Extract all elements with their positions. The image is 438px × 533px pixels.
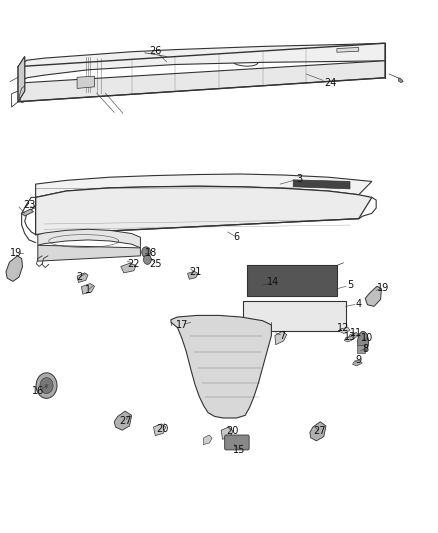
Text: 18: 18 [145, 248, 157, 258]
Polygon shape [114, 411, 132, 430]
FancyBboxPatch shape [243, 301, 346, 332]
Polygon shape [365, 286, 381, 306]
Circle shape [142, 247, 150, 257]
Polygon shape [171, 316, 272, 418]
Polygon shape [77, 76, 95, 88]
Text: 4: 4 [356, 298, 362, 309]
Text: 10: 10 [361, 333, 374, 343]
Polygon shape [35, 186, 372, 235]
Text: 21: 21 [189, 267, 201, 277]
Polygon shape [21, 209, 33, 216]
Polygon shape [18, 61, 385, 102]
Text: 27: 27 [313, 426, 326, 437]
Text: 3: 3 [297, 174, 303, 184]
Polygon shape [38, 229, 141, 248]
FancyBboxPatch shape [247, 265, 337, 296]
Polygon shape [6, 256, 22, 281]
Polygon shape [310, 422, 326, 441]
Polygon shape [45, 384, 48, 389]
Text: 19: 19 [10, 248, 22, 258]
Text: 12: 12 [337, 322, 350, 333]
FancyBboxPatch shape [127, 249, 138, 254]
Text: 11: 11 [350, 328, 363, 338]
Polygon shape [399, 78, 403, 83]
Polygon shape [344, 336, 353, 342]
Text: 6: 6 [233, 232, 240, 243]
Text: 5: 5 [347, 280, 353, 290]
Polygon shape [18, 43, 385, 83]
Text: 25: 25 [149, 259, 162, 269]
Text: 23: 23 [23, 200, 35, 211]
Polygon shape [353, 360, 362, 366]
Polygon shape [203, 435, 212, 445]
Text: 27: 27 [119, 416, 131, 426]
Text: 13: 13 [344, 332, 356, 342]
Text: 20: 20 [156, 424, 169, 434]
FancyBboxPatch shape [106, 249, 117, 254]
Circle shape [144, 255, 151, 264]
Text: 2: 2 [76, 272, 82, 282]
Polygon shape [221, 427, 233, 439]
Text: 14: 14 [268, 278, 280, 287]
Text: 17: 17 [176, 320, 188, 330]
Text: 7: 7 [279, 330, 286, 341]
Text: 8: 8 [362, 344, 368, 354]
Polygon shape [81, 284, 95, 294]
Text: 20: 20 [226, 426, 238, 437]
Polygon shape [337, 47, 359, 52]
Polygon shape [35, 174, 372, 197]
FancyBboxPatch shape [279, 310, 301, 324]
Polygon shape [187, 271, 198, 279]
Polygon shape [121, 263, 136, 273]
Polygon shape [275, 332, 287, 345]
Polygon shape [77, 273, 88, 282]
Text: 24: 24 [324, 78, 336, 88]
Text: 1: 1 [85, 286, 91, 295]
Text: 16: 16 [32, 386, 44, 397]
FancyBboxPatch shape [53, 249, 64, 254]
Polygon shape [38, 245, 141, 261]
Ellipse shape [357, 332, 368, 353]
FancyBboxPatch shape [250, 306, 339, 326]
FancyBboxPatch shape [225, 435, 249, 450]
Text: 26: 26 [149, 46, 162, 56]
Text: 19: 19 [377, 283, 389, 293]
Polygon shape [153, 424, 166, 435]
Polygon shape [18, 56, 25, 102]
Circle shape [36, 373, 57, 398]
Text: 22: 22 [127, 259, 140, 269]
Text: 15: 15 [233, 445, 245, 455]
Text: 9: 9 [356, 354, 362, 365]
Polygon shape [349, 333, 359, 339]
Polygon shape [293, 180, 350, 189]
Polygon shape [18, 56, 25, 102]
FancyBboxPatch shape [79, 249, 90, 254]
FancyBboxPatch shape [357, 345, 365, 353]
Circle shape [40, 377, 53, 393]
Polygon shape [339, 327, 350, 334]
